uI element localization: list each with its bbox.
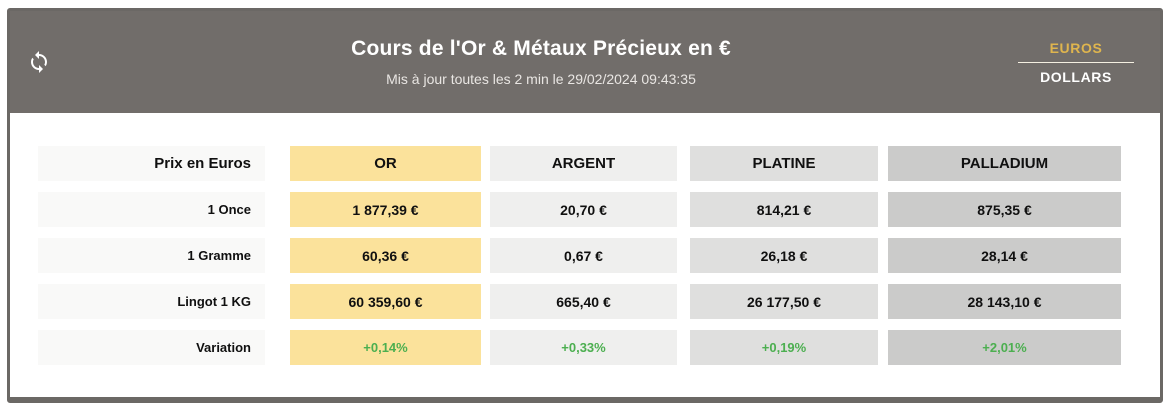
header-left	[10, 49, 70, 75]
value-platine-gramme: 26,18 €	[690, 238, 878, 273]
refresh-button[interactable]	[27, 49, 53, 75]
variation-platine: +0,19%	[690, 330, 878, 365]
value-argent-lingot: 665,40 €	[490, 284, 677, 319]
value-platine-once: 814,21 €	[690, 192, 878, 227]
currency-toggle-divider	[1018, 61, 1134, 63]
table-row-once: 1 Once 1 877,39 € 20,70 € 814,21 € 875,3…	[38, 192, 1160, 227]
column-header-platine: PLATINE	[690, 146, 878, 181]
value-palladium-gramme: 28,14 €	[888, 238, 1121, 273]
row-label: 1 Gramme	[38, 238, 265, 273]
column-header-palladium: PALLADIUM	[888, 146, 1121, 181]
table-row-gramme: 1 Gramme 60,36 € 0,67 € 26,18 € 28,14 €	[38, 238, 1160, 273]
currency-option-dollars[interactable]: DOLLARS	[1012, 65, 1140, 89]
variation-or: +0,14%	[290, 330, 481, 365]
table-row-lingot: Lingot 1 KG 60 359,60 € 665,40 € 26 177,…	[38, 284, 1160, 319]
row-label: Variation	[38, 330, 265, 365]
value-palladium-once: 875,35 €	[888, 192, 1121, 227]
variation-palladium: +2,01%	[888, 330, 1121, 365]
prices-table: Prix en Euros OR ARGENT PLATINE PALLADIU…	[38, 146, 1160, 365]
row-label: 1 Once	[38, 192, 265, 227]
refresh-sync-icon	[27, 50, 53, 74]
value-argent-gramme: 0,67 €	[490, 238, 677, 273]
corner-label: Prix en Euros	[38, 146, 265, 181]
widget-body: Prix en Euros OR ARGENT PLATINE PALLADIU…	[10, 113, 1160, 365]
page-title: Cours de l'Or & Métaux Précieux en €	[351, 37, 731, 60]
row-label: Lingot 1 KG	[38, 284, 265, 319]
widget-header: Cours de l'Or & Métaux Précieux en € Mis…	[10, 11, 1160, 113]
currency-option-euros[interactable]: EUROS	[1012, 36, 1140, 60]
value-or-once: 1 877,39 €	[290, 192, 481, 227]
value-or-lingot: 60 359,60 €	[290, 284, 481, 319]
value-palladium-lingot: 28 143,10 €	[888, 284, 1121, 319]
column-header-or: OR	[290, 146, 481, 181]
header-center: Cours de l'Or & Métaux Précieux en € Mis…	[70, 37, 1012, 87]
table-header-row: Prix en Euros OR ARGENT PLATINE PALLADIU…	[38, 146, 1160, 181]
price-widget-card: Cours de l'Or & Métaux Précieux en € Mis…	[7, 8, 1163, 403]
value-argent-once: 20,70 €	[490, 192, 677, 227]
table-row-variation: Variation +0,14% +0,33% +0,19% +2,01%	[38, 330, 1160, 365]
currency-toggle: EUROS DOLLARS	[1012, 36, 1160, 89]
variation-argent: +0,33%	[490, 330, 677, 365]
last-update-text: Mis à jour toutes les 2 min le 29/02/202…	[386, 71, 696, 87]
value-or-gramme: 60,36 €	[290, 238, 481, 273]
value-platine-lingot: 26 177,50 €	[690, 284, 878, 319]
column-header-argent: ARGENT	[490, 146, 677, 181]
